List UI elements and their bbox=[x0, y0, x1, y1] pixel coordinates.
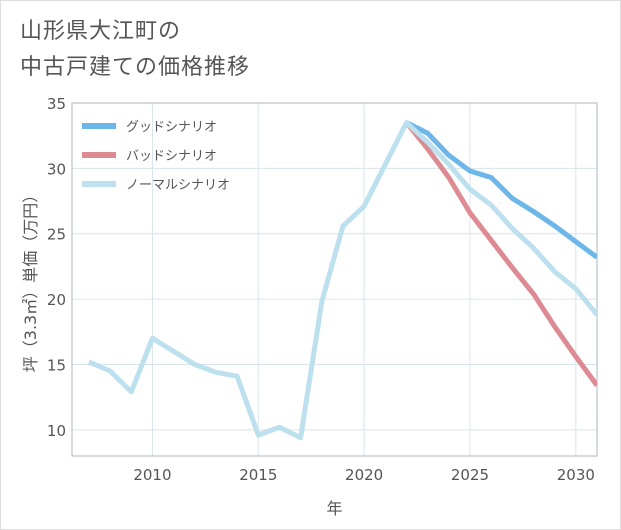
chart-title: 山形県大江町の 中古戸建ての価格推移 bbox=[20, 14, 250, 86]
plot-border bbox=[71, 102, 598, 457]
legend-label: グッドシナリオ bbox=[126, 120, 217, 135]
legend-label: バッドシナリオ bbox=[126, 149, 217, 164]
plot-area bbox=[72, 103, 597, 456]
y-tick-label: 15 bbox=[47, 356, 66, 374]
y-tick-label: 25 bbox=[47, 226, 66, 244]
y-tick-label: 10 bbox=[47, 422, 66, 440]
y-tick-label: 30 bbox=[47, 160, 66, 178]
x-axis-label: 年 bbox=[326, 499, 342, 518]
x-tick-label: 2025 bbox=[451, 466, 489, 484]
series-line-bad bbox=[404, 121, 597, 387]
x-tick-label: 2015 bbox=[239, 466, 277, 484]
series-line-good bbox=[405, 120, 597, 260]
x-tick-label: 2020 bbox=[345, 466, 383, 484]
chart-title-line-1: 山形県大江町の bbox=[20, 19, 182, 44]
chart-title-line-2: 中古戸建ての価格推移 bbox=[20, 55, 251, 80]
x-tick-label: 2010 bbox=[133, 466, 171, 484]
y-tick-label: 20 bbox=[47, 291, 66, 309]
y-tick-label: 35 bbox=[47, 95, 66, 113]
series-line-normal bbox=[87, 120, 597, 441]
y-axis-label: 坪（3.3㎡）単価（万円） bbox=[21, 187, 40, 372]
x-tick-label: 2030 bbox=[557, 466, 595, 484]
legend-label: ノーマルシナリオ bbox=[126, 178, 230, 193]
